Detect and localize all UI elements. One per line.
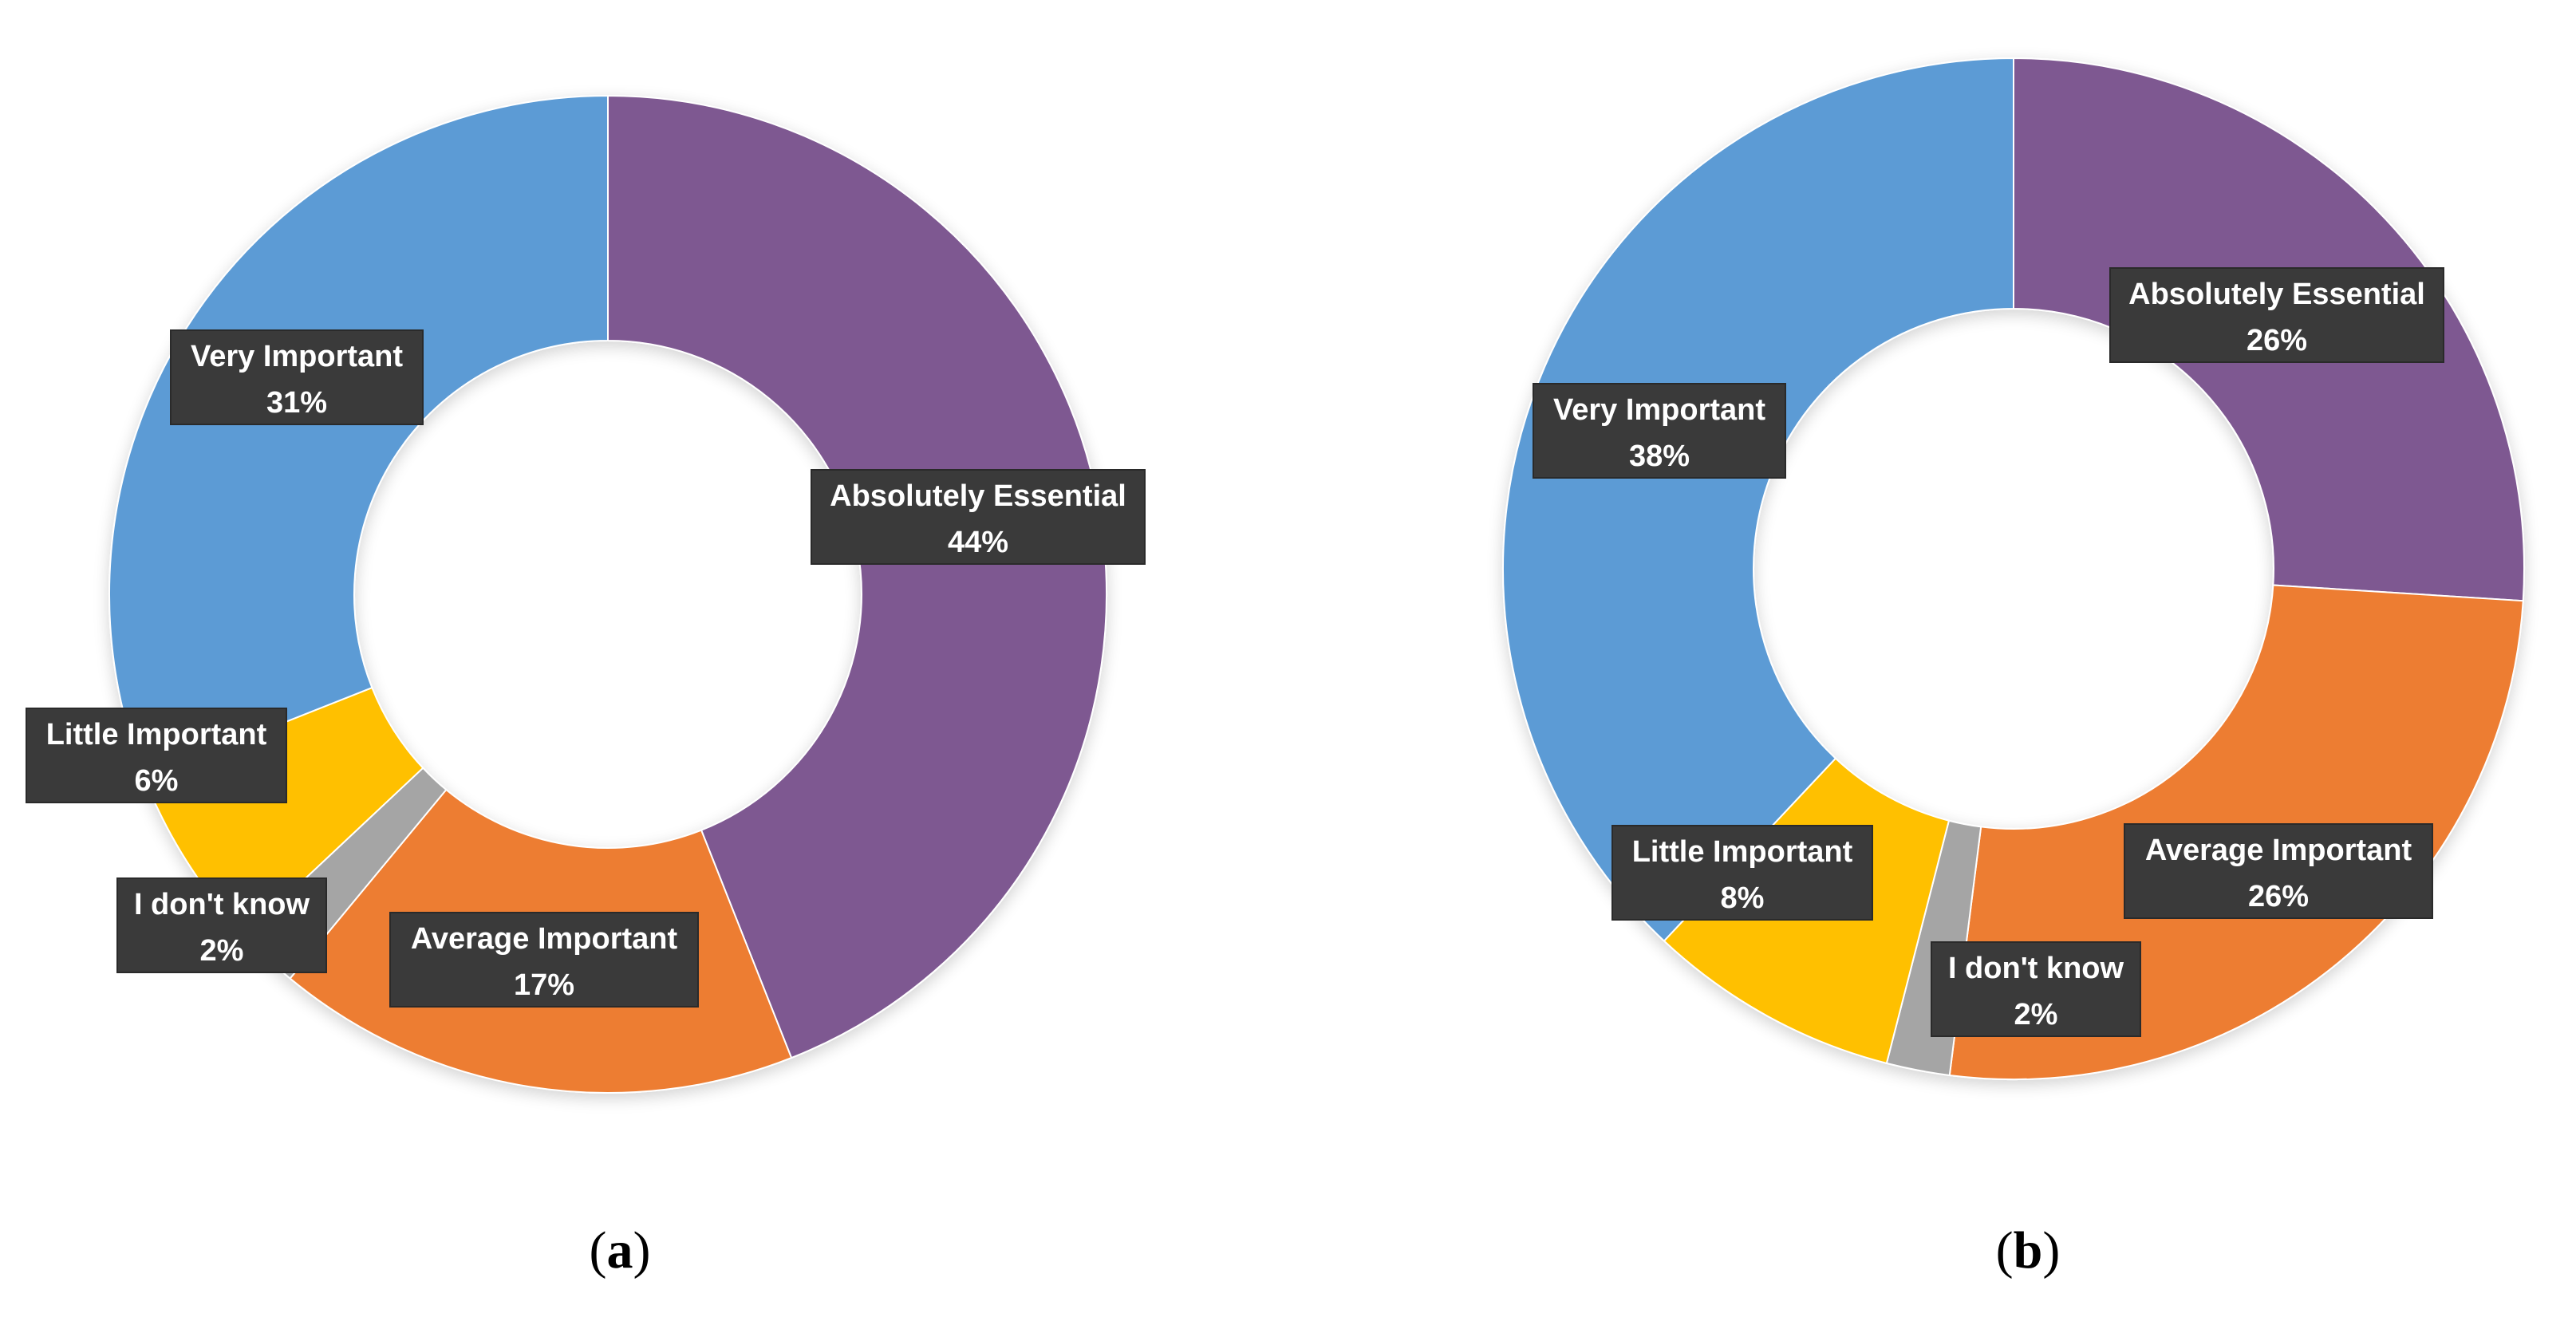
caption-letter: a	[606, 1221, 633, 1280]
data-label-i-don-t-know: I don't know 2%	[116, 877, 327, 973]
data-label-category: Absolutely Essential	[2128, 278, 2425, 311]
data-label-little-important: Little Important 8%	[1611, 825, 1873, 921]
panel-caption-a: (a)	[540, 1221, 700, 1281]
data-label-box	[389, 912, 699, 1008]
data-label-category: I don't know	[1948, 952, 2124, 985]
data-label-value: 26%	[2247, 324, 2307, 357]
data-label-box	[2109, 267, 2444, 363]
data-label-box	[116, 877, 327, 973]
data-label-box	[1611, 825, 1873, 921]
donut-chart-a	[108, 95, 1107, 1094]
data-label-value: 8%	[1721, 881, 1765, 915]
data-label-value: 2%	[200, 934, 244, 968]
data-label-average-important: Average Important 26%	[2124, 823, 2433, 919]
data-label-absolutely-essential: Absolutely Essential 44%	[811, 469, 1146, 565]
donut-chart-b	[1502, 57, 2526, 1080]
data-label-value: 2%	[2014, 998, 2058, 1031]
data-label-very-important: Very Important 38%	[1533, 383, 1786, 479]
data-labels-a: Absolutely Essential 44% Average Important…	[26, 329, 1146, 1008]
data-label-very-important: Very Important 31%	[170, 329, 424, 425]
panel-caption-b: (b)	[1948, 1221, 2108, 1281]
data-label-category: Absolutely Essential	[830, 479, 1126, 513]
caption-close-paren: )	[2042, 1221, 2061, 1280]
data-label-value: 26%	[2248, 880, 2309, 913]
slice-very-important	[108, 95, 609, 779]
data-label-box	[811, 469, 1146, 565]
data-label-box	[26, 708, 287, 803]
data-label-box	[1533, 383, 1786, 479]
data-label-little-important: Little Important 6%	[26, 708, 287, 803]
data-label-i-don-t-know: I don't know 2%	[1931, 941, 2141, 1037]
data-label-value: 17%	[514, 968, 574, 1002]
caption-close-paren: )	[633, 1221, 651, 1280]
caption-open-paren: (	[1995, 1221, 2014, 1280]
slice-very-important	[1502, 57, 2014, 942]
data-label-box	[170, 329, 424, 425]
data-label-box	[1931, 941, 2141, 1037]
caption-open-paren: (	[589, 1221, 607, 1280]
data-label-category: Little Important	[1632, 835, 1853, 869]
data-label-category: Average Important	[411, 922, 678, 956]
data-label-category: Average Important	[2145, 834, 2412, 867]
data-label-category: Very Important	[1553, 393, 1765, 427]
data-label-average-important: Average Important 17%	[389, 912, 699, 1008]
data-label-category: Little Important	[46, 718, 267, 751]
slice-absolutely-essential	[607, 95, 1107, 1059]
data-label-value: 6%	[135, 764, 179, 798]
caption-letter: b	[2013, 1221, 2043, 1280]
data-label-category: I don't know	[134, 888, 310, 921]
data-label-value: 44%	[948, 526, 1008, 559]
data-label-absolutely-essential: Absolutely Essential 26%	[2109, 267, 2444, 363]
data-label-box	[2124, 823, 2433, 919]
data-label-value: 31%	[266, 386, 327, 420]
data-label-value: 38%	[1629, 440, 1690, 473]
data-label-category: Very Important	[191, 340, 403, 373]
